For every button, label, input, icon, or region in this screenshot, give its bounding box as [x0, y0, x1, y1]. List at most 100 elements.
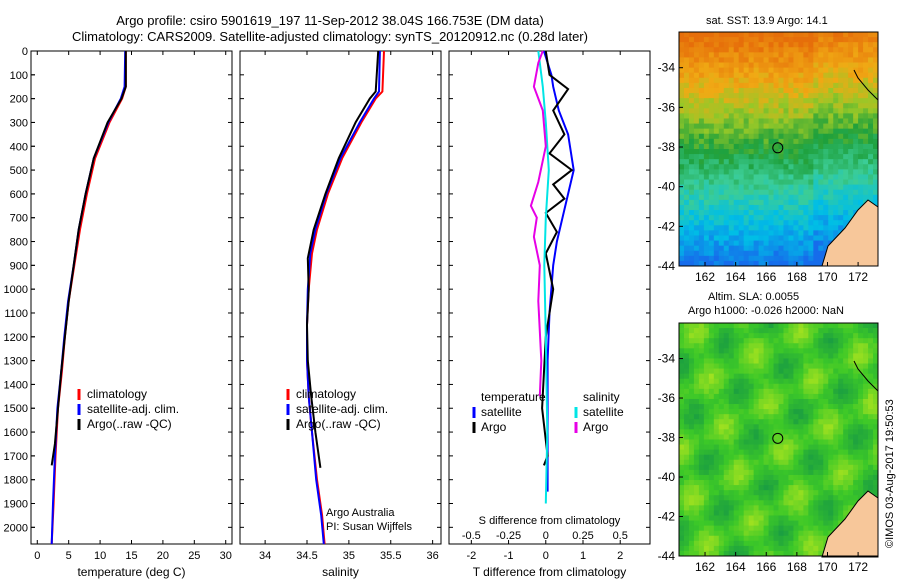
map-cell — [783, 424, 789, 430]
map-cell — [858, 174, 864, 180]
map-cell — [843, 469, 849, 476]
map-cell — [753, 240, 760, 247]
map-cell — [828, 510, 834, 516]
map-cell — [833, 194, 839, 201]
map-cell — [708, 454, 715, 461]
map-cell — [743, 255, 750, 262]
map-cell — [728, 220, 735, 226]
map-cell — [868, 57, 874, 63]
map-cell — [793, 37, 799, 43]
map-cell — [683, 474, 690, 481]
map-cell — [728, 159, 735, 165]
map-cell — [853, 444, 859, 451]
map-cell — [768, 500, 774, 506]
map-cell — [808, 103, 814, 109]
map-cell — [768, 169, 774, 175]
map-cell — [863, 118, 869, 124]
map-cell — [708, 250, 715, 257]
map-cell — [793, 383, 799, 390]
map-cell — [688, 164, 695, 170]
map-cell — [818, 128, 824, 135]
map-cell — [758, 108, 764, 114]
map-cell — [743, 149, 750, 155]
map-cell — [773, 149, 779, 155]
map-cell — [858, 87, 864, 94]
map-cell — [768, 82, 774, 89]
map-cell — [733, 245, 740, 252]
map-cell — [778, 378, 784, 385]
map-cell — [703, 123, 710, 130]
map-cell — [793, 62, 799, 69]
map-cell — [733, 118, 740, 124]
map-cell — [683, 42, 690, 48]
map-cell — [679, 210, 685, 216]
map-cell — [828, 108, 834, 114]
map-cell — [788, 373, 794, 380]
map-cell — [808, 77, 814, 84]
map-cell — [833, 118, 839, 124]
map-cell — [803, 353, 809, 359]
map-cell — [743, 72, 750, 79]
map-cell — [843, 32, 849, 38]
map-cell — [793, 510, 799, 516]
map-cell — [863, 93, 869, 99]
map-cell — [838, 338, 844, 344]
map-cell — [798, 179, 804, 186]
map-cell — [863, 388, 869, 395]
map-cell — [833, 323, 839, 329]
map-cell — [788, 419, 794, 425]
map-cell — [753, 404, 760, 410]
map-cell — [823, 424, 829, 430]
map-cell — [733, 143, 740, 150]
map-cell — [848, 47, 854, 53]
map-cell — [718, 454, 725, 461]
map-cell — [773, 174, 779, 180]
map-cell — [818, 108, 824, 114]
map-cell — [753, 194, 760, 201]
map-cell — [773, 250, 779, 257]
map-cell — [768, 328, 774, 334]
map-cell — [783, 363, 789, 369]
map-cell — [698, 210, 705, 216]
map-cell — [703, 189, 710, 196]
map-cell — [788, 87, 794, 94]
map-cell — [738, 93, 745, 99]
map-cell — [773, 189, 779, 196]
map-cell — [783, 240, 789, 247]
map-cell — [873, 32, 879, 38]
map-cell — [838, 424, 844, 430]
map-cell — [838, 174, 844, 180]
map-cell — [828, 495, 834, 501]
map-cell — [688, 535, 695, 542]
map-cell — [858, 424, 864, 430]
map-cell — [713, 215, 720, 221]
map-cell — [783, 419, 789, 425]
map-cell — [718, 434, 725, 440]
map-cell — [753, 189, 760, 196]
map-cell — [778, 449, 784, 456]
map-cell — [828, 37, 834, 43]
map-cell — [863, 328, 869, 334]
map-cell — [813, 449, 819, 456]
map-cell — [758, 235, 764, 241]
map-cell — [848, 459, 854, 466]
map-cell — [738, 449, 745, 456]
map-cell — [703, 404, 710, 410]
map-cell — [773, 143, 779, 150]
map-cell — [818, 535, 824, 542]
map-cell — [738, 98, 745, 104]
map-cell — [798, 194, 804, 201]
map-y-tick-label: -38 — [658, 431, 676, 445]
map-cell — [818, 474, 824, 481]
map-cell — [838, 169, 844, 175]
map-cell — [783, 118, 789, 124]
map-cell — [693, 510, 700, 516]
map-cell — [858, 143, 864, 150]
map-cell — [683, 77, 690, 84]
map-cell — [828, 393, 834, 400]
map-cell — [718, 500, 725, 506]
map-cell — [763, 37, 769, 43]
map-cell — [718, 108, 725, 114]
map-cell — [823, 535, 829, 542]
map-cell — [808, 424, 814, 430]
